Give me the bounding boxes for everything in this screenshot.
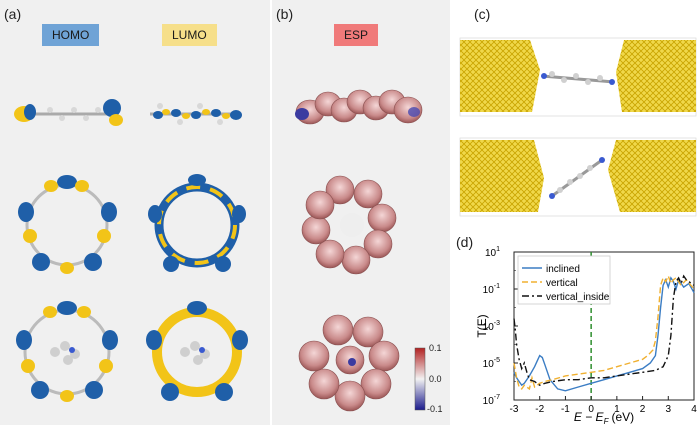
x-axis-label-unit: (eV) bbox=[611, 410, 634, 424]
x-axis-label: E − EF (eV) bbox=[574, 410, 634, 425]
homo-ring-with-guest bbox=[16, 301, 118, 402]
legend-label: vertical bbox=[546, 278, 578, 289]
panel-a: (a) HOMO LUMO bbox=[0, 0, 270, 425]
x-tick-label: -2 bbox=[535, 404, 544, 415]
junction-vertical bbox=[459, 137, 697, 217]
transmission-chart: -3 -2 -1 0 1 2 3 4 101 10-1 10-3 10-5 10-7 inclined v… bbox=[475, 246, 697, 425]
homo-ring bbox=[18, 175, 117, 274]
panel-d: (d) -3 -2 -1 0 1 2 3 4 101 10-1 10-3 10-5 10-7 incli… bbox=[452, 230, 700, 425]
x-tick-label: 2 bbox=[640, 404, 646, 415]
panel-a-label: (a) bbox=[4, 6, 22, 22]
y-tick-label: 101 bbox=[485, 246, 500, 259]
y-tick-label: 10-5 bbox=[483, 357, 500, 370]
x-axis-label-main: E − E bbox=[574, 410, 605, 424]
x-tick-label: -1 bbox=[561, 404, 570, 415]
colorbar-tick-top: 0.1 bbox=[429, 343, 442, 353]
series-line-vertical-inside bbox=[513, 274, 695, 386]
lumo-ring bbox=[148, 174, 246, 272]
legend-label: inclined bbox=[546, 264, 580, 275]
x-tick-label: 1 bbox=[614, 404, 620, 415]
junction-illustrations bbox=[459, 37, 697, 217]
lumo-linear-molecule bbox=[150, 103, 242, 125]
junction-inclined bbox=[459, 37, 697, 117]
x-tick-label: -3 bbox=[510, 404, 519, 415]
series-line-inclined bbox=[513, 276, 695, 392]
y-tick-label: 10-7 bbox=[483, 394, 500, 407]
legend-label: vertical_inside bbox=[546, 292, 610, 303]
esp-ring bbox=[301, 175, 397, 275]
x-tick-label: 0 bbox=[588, 404, 594, 415]
homo-linear-molecule bbox=[14, 99, 123, 126]
panel-b-label: (b) bbox=[276, 6, 294, 22]
esp-linear-molecule bbox=[295, 89, 423, 125]
panel-c: (c) bbox=[452, 0, 700, 230]
lumo-ring-with-guest bbox=[146, 301, 248, 401]
orbital-illustrations bbox=[14, 99, 248, 402]
esp-colorbar bbox=[414, 347, 426, 411]
series-line-vertical bbox=[513, 274, 695, 391]
panel-d-label: (d) bbox=[456, 234, 474, 250]
panel-c-label: (c) bbox=[474, 6, 491, 22]
colorbar-tick-mid: 0.0 bbox=[429, 374, 442, 384]
homo-tag: HOMO bbox=[42, 24, 100, 46]
panel-b: (b) ESP bbox=[272, 0, 450, 425]
x-axis-label-sub: F bbox=[604, 417, 610, 425]
y-tick-label: 10-3 bbox=[483, 320, 500, 333]
colorbar-tick-bottom: -0.1 bbox=[427, 404, 443, 414]
esp-ring-with-guest bbox=[298, 314, 400, 412]
x-tick-label: 4 bbox=[691, 404, 697, 415]
esp-tag: ESP bbox=[334, 24, 379, 46]
y-tick-label: 10-1 bbox=[483, 283, 500, 296]
lumo-tag: LUMO bbox=[162, 24, 217, 46]
esp-illustrations bbox=[295, 89, 426, 412]
x-tick-label: 3 bbox=[666, 404, 672, 415]
y-axis-label: T(E) bbox=[475, 314, 489, 337]
